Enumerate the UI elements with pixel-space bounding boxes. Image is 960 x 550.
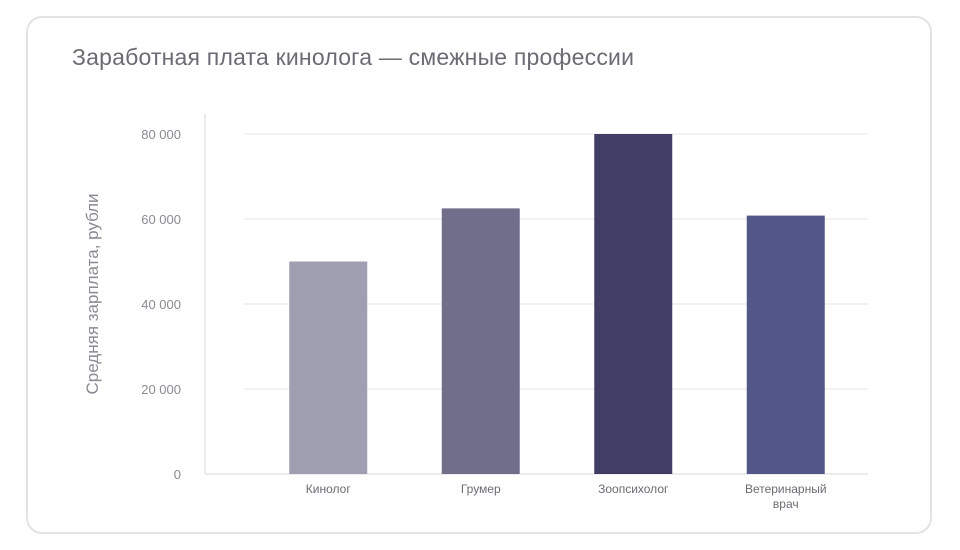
x-tick-label: Ветеринарный врач <box>745 482 827 511</box>
bar <box>441 208 520 474</box>
bar <box>289 261 368 474</box>
bar <box>746 215 825 474</box>
x-tick-label: Кинолог <box>306 482 352 496</box>
x-tick-label: Зоопсихолог <box>598 482 669 496</box>
y-tick-label: 60 000 <box>141 212 181 227</box>
chart-title: Заработная плата кинолога — смежные проф… <box>72 44 635 70</box>
y-tick-label: 40 000 <box>141 297 181 312</box>
bars <box>289 134 825 474</box>
y-tick-labels: 0 20 000 40 000 60 000 80 000 <box>141 127 181 482</box>
x-tick-labels: Кинолог Грумер Зоопсихолог Ветеринарный врач <box>306 482 827 511</box>
x-tick-label: Грумер <box>461 482 501 496</box>
y-tick-label: 80 000 <box>141 127 181 142</box>
y-axis-title: Средняя зарплата, рубли <box>83 193 102 394</box>
y-tick-label: 0 <box>174 467 181 482</box>
bar <box>594 134 673 474</box>
y-tick-label: 20 000 <box>141 382 181 397</box>
